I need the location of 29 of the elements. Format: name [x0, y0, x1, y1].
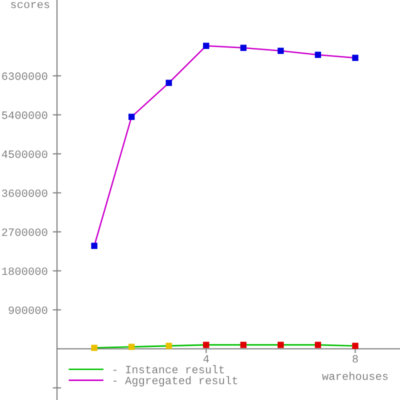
y-tick-label: 6300000	[2, 72, 48, 80]
x-tick-label: 8	[352, 355, 358, 363]
x-tick-label: 4	[203, 355, 209, 362]
point	[166, 80, 172, 86]
point	[128, 344, 135, 350]
point	[166, 342, 172, 349]
y-tick-label: 2700000	[2, 228, 48, 236]
point	[203, 42, 210, 49]
y-tick-label: 3600000	[2, 189, 48, 197]
point	[203, 342, 210, 348]
point	[240, 44, 247, 51]
point	[352, 342, 358, 349]
point	[278, 342, 284, 348]
point	[91, 344, 98, 351]
legend-label: - Aggregated result	[113, 376, 238, 386]
point	[278, 48, 284, 54]
y-tick-label: 5400000	[2, 111, 48, 119]
y-tick-label: 4500000	[2, 150, 48, 158]
point	[352, 54, 358, 61]
y-axis-title: scores	[11, 2, 50, 8]
point	[314, 52, 322, 58]
y-tick-label: 900000	[8, 306, 48, 314]
point	[128, 114, 135, 120]
point	[91, 242, 98, 249]
point	[240, 342, 247, 348]
x-axis-title: warehouses	[322, 372, 388, 380]
point	[314, 342, 322, 348]
y-tick-label: 1800000	[2, 267, 48, 275]
legend-label: - Instance result	[113, 365, 224, 374]
